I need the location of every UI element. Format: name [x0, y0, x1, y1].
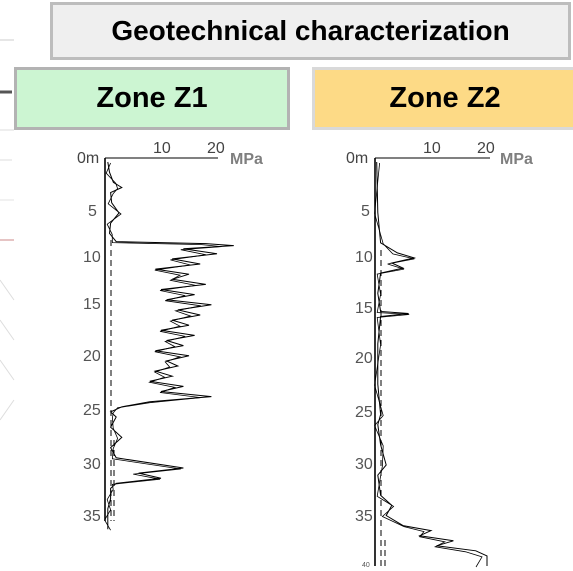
z1-resistance-trace-secondary: [104, 162, 222, 531]
page-title: Geotechnical characterization: [50, 2, 571, 60]
z2-depth-20: 20: [355, 350, 373, 367]
z1-depth-15: 15: [83, 296, 101, 313]
z1-axes: 0m 10 20 MPa 5 10 15 20 25 30 35: [77, 140, 263, 525]
cropped-slide-edge: [0, 39, 15, 421]
z2-top-label-20: 20: [477, 140, 495, 157]
z1-top-label-0: 0m: [77, 150, 99, 167]
z1-resistance-trace: [107, 161, 234, 530]
z2-depth-30: 30: [355, 456, 373, 473]
z2-top-label-0: 0m: [346, 150, 368, 167]
z1-depth-20: 20: [83, 348, 101, 365]
z1-depth-5: 5: [88, 203, 97, 220]
z2-depth-40: 40: [362, 562, 370, 569]
z2-top-label-10: 10: [423, 140, 441, 157]
z2-depth-5: 5: [361, 203, 370, 220]
z2-depth-15: 15: [355, 300, 373, 317]
z1-depth-25: 25: [83, 402, 101, 419]
z2-axes: 0m 10 20 MPa 5 10 15 20 25 30 35 40: [346, 140, 533, 569]
z2-resistance-trace: [376, 161, 488, 566]
z2-resistance-trace-secondary: [374, 162, 483, 568]
z1-top-label-10: 10: [153, 140, 171, 157]
z2-depth-35: 35: [355, 508, 373, 525]
z2-unit: MPa: [500, 151, 533, 168]
z1-top-label-20: 20: [207, 140, 225, 157]
z1-depth-35: 35: [83, 508, 101, 525]
z2-depth-10: 10: [355, 249, 373, 266]
z1-depth-30: 30: [83, 456, 101, 473]
zone-z1-header: Zone Z1: [14, 67, 290, 130]
zone-z2-header: Zone Z2: [312, 67, 573, 130]
z2-depth-25: 25: [355, 404, 373, 421]
z1-unit: MPa: [230, 151, 263, 168]
z1-depth-10: 10: [83, 249, 101, 266]
